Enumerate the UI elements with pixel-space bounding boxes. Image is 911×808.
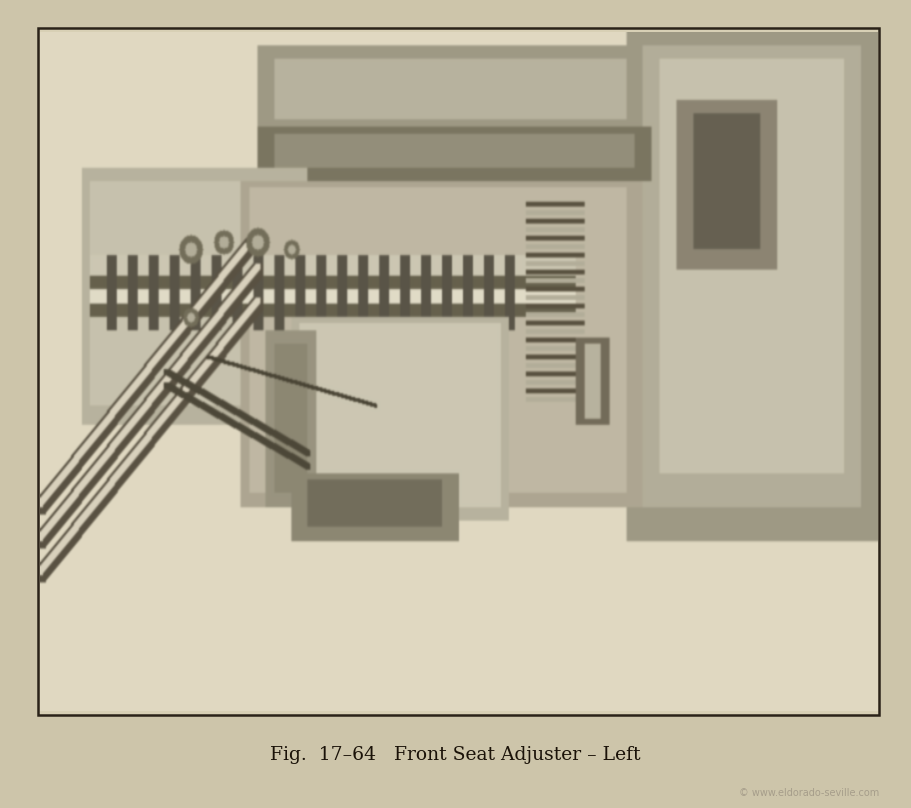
- Text: Fig.  17–64   Front Seat Adjuster – Left: Fig. 17–64 Front Seat Adjuster – Left: [271, 747, 640, 764]
- Text: © www.eldorado-seville.com: © www.eldorado-seville.com: [739, 789, 879, 798]
- FancyBboxPatch shape: [38, 28, 879, 715]
- Text: Seat Adjuster-To-Seat
Frame Rear Attaching
Bolt: Seat Adjuster-To-Seat Frame Rear Attachi…: [597, 86, 740, 130]
- Text: Actuator
Jack Screw: Actuator Jack Screw: [44, 230, 116, 259]
- Text: Counter Balance
Assist Spring: Counter Balance Assist Spring: [581, 176, 689, 204]
- Text: Torque Tube Connecting
Link Cotter Key And Washer: Torque Tube Connecting Link Cotter Key A…: [269, 139, 452, 167]
- Text: Torque Tube Link
Attaching Screws: Torque Tube Link Attaching Screws: [56, 402, 170, 431]
- Text: Horizontal Torque Tube: Horizontal Torque Tube: [169, 651, 322, 664]
- Text: Front Vertical Torque Tube: Front Vertical Torque Tube: [169, 596, 343, 609]
- Text: Actuator Motor: Actuator Motor: [244, 493, 343, 506]
- Text: Motor Relay
And Connector: Motor Relay And Connector: [372, 427, 468, 455]
- Text: Motor Support
Pin Retainer: Motor Support Pin Retainer: [496, 357, 592, 385]
- Text: Counter Balance
Assist Spring Pin: Counter Balance Assist Spring Pin: [633, 406, 743, 434]
- Text: Rear Vertical Torque Tube: Rear Vertical Torque Tube: [169, 624, 339, 637]
- Text: Seat Adjuster-To-Seat Frame
Front Attaching Bolt: Seat Adjuster-To-Seat Frame Front Attach…: [68, 87, 254, 116]
